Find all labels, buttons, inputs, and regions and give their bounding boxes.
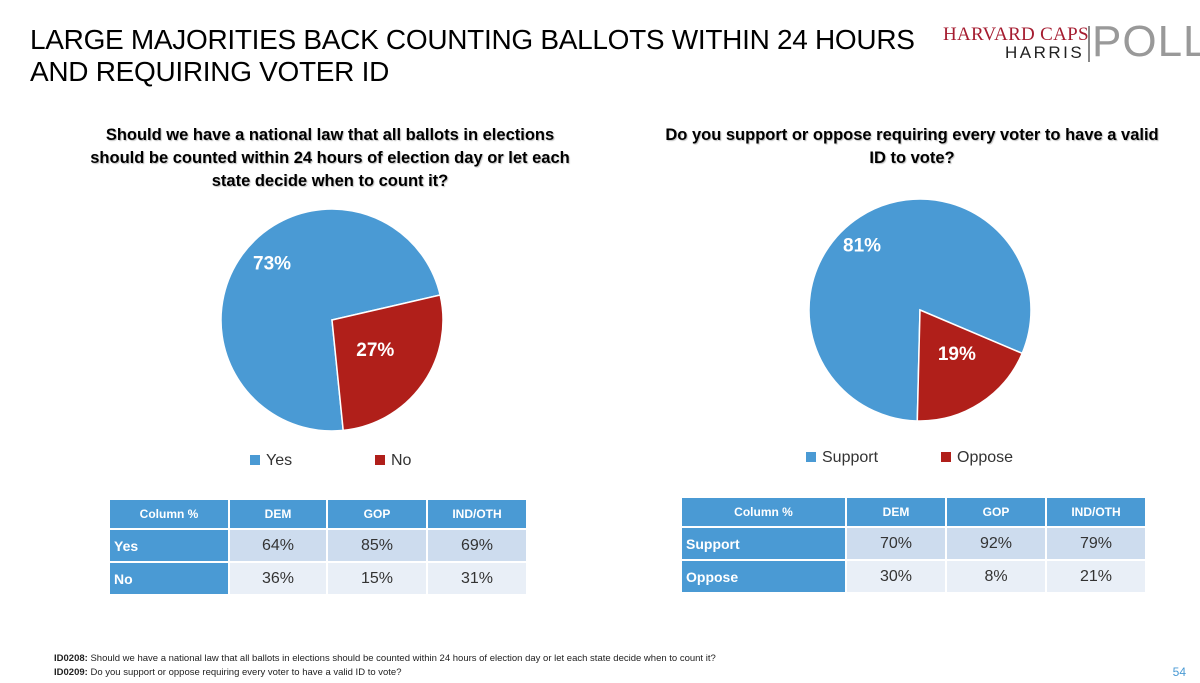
chart-2-data-label-0: 81% bbox=[843, 236, 881, 257]
chart-1-legend-swatch-1 bbox=[375, 454, 385, 465]
chart-2-legend-label-0: Support bbox=[822, 449, 879, 466]
table-header-cell: DEM bbox=[845, 496, 947, 528]
table-header-row: Column % DEM GOP IND/OTH bbox=[680, 496, 1147, 528]
chart-2-title: Do you support or oppose requiring every… bbox=[665, 126, 1159, 167]
table-header-cell: DEM bbox=[228, 498, 328, 530]
chart-1-title: Should we have a national law that all b… bbox=[90, 126, 570, 190]
table-header-cell: Column % bbox=[680, 496, 847, 528]
footnote-2: ID0209: Do you support or oppose requiri… bbox=[54, 667, 402, 678]
table-cell: 64% bbox=[228, 528, 328, 563]
table-row: No 36% 15% 31% bbox=[108, 561, 528, 596]
chart-1-crosstab-table: Column % DEM GOP IND/OTH Yes 64% 85% 69%… bbox=[108, 498, 528, 596]
logo-line-2: HARRIS bbox=[1005, 43, 1085, 62]
harvard-caps-harris-poll-logo: HARVARD CAPS HARRIS POLL bbox=[943, 20, 1200, 64]
table-cell: 69% bbox=[426, 528, 528, 563]
chart-2-legend: Support Oppose bbox=[806, 449, 1046, 469]
table-row: Support 70% 92% 79% bbox=[680, 526, 1147, 561]
chart-1-data-label-1: 27% bbox=[356, 340, 394, 361]
chart-1-legend-swatch-0 bbox=[250, 454, 260, 465]
table-row-label: No bbox=[108, 561, 230, 596]
table-cell: 15% bbox=[326, 561, 428, 596]
chart-1-data-label-0: 73% bbox=[253, 254, 291, 275]
page-number: 54 bbox=[1172, 665, 1186, 679]
footnote-1-text: Should we have a national law that all b… bbox=[90, 653, 716, 664]
table-header-cell: GOP bbox=[326, 498, 428, 530]
table-row: Yes 64% 85% 69% bbox=[108, 528, 528, 563]
chart-1-slice-yes bbox=[220, 208, 442, 432]
table-row: Oppose 30% 8% 21% bbox=[680, 559, 1147, 594]
chart-2-legend-item-1: Oppose bbox=[941, 449, 1013, 467]
table-header-cell: Column % bbox=[108, 498, 230, 530]
table-cell: 70% bbox=[845, 526, 947, 561]
logo-divider bbox=[1088, 26, 1090, 62]
chart-2-legend-swatch-1 bbox=[941, 451, 951, 462]
footnote-1-id: ID0208: bbox=[54, 653, 88, 664]
table-row-label: Yes bbox=[108, 528, 230, 563]
chart-1-legend-item-0: Yes bbox=[250, 452, 292, 470]
table-header-row: Column % DEM GOP IND/OTH bbox=[108, 498, 528, 530]
chart-2-pie: 81% 19% bbox=[808, 198, 1032, 422]
footnote-2-text: Do you support or oppose requiring every… bbox=[90, 667, 402, 678]
footnote-2-id: ID0209: bbox=[54, 667, 88, 678]
table-cell: 31% bbox=[426, 561, 528, 596]
table-header-cell: IND/OTH bbox=[426, 498, 528, 530]
slide-title: LARGE MAJORITIES BACK COUNTING BALLOTS W… bbox=[30, 24, 915, 87]
chart-1-legend-label-0: Yes bbox=[266, 452, 293, 469]
table-cell: 30% bbox=[845, 559, 947, 594]
chart-2-data-label-1: 19% bbox=[938, 344, 976, 365]
chart-1-legend: Yes No bbox=[250, 452, 450, 472]
table-header-cell: GOP bbox=[945, 496, 1047, 528]
chart-2-slice-oppose bbox=[916, 308, 1024, 422]
chart-1-slice-no bbox=[331, 294, 444, 432]
logo-line-3: POLL bbox=[1092, 17, 1200, 66]
table-cell: 8% bbox=[945, 559, 1047, 594]
footnote-1: ID0208: Should we have a national law th… bbox=[54, 653, 716, 664]
chart-2-legend-item-0: Support bbox=[806, 449, 878, 467]
table-cell: 79% bbox=[1045, 526, 1147, 561]
chart-2-crosstab-table: Column % DEM GOP IND/OTH Support 70% 92%… bbox=[680, 496, 1147, 594]
chart-2-legend-label-1: Oppose bbox=[957, 449, 1014, 466]
table-cell: 85% bbox=[326, 528, 428, 563]
table-header-cell: IND/OTH bbox=[1045, 496, 1147, 528]
table-row-label: Oppose bbox=[680, 559, 847, 594]
table-cell: 21% bbox=[1045, 559, 1147, 594]
table-row-label: Support bbox=[680, 526, 847, 561]
chart-2-legend-swatch-0 bbox=[806, 451, 816, 462]
chart-1-legend-item-1: No bbox=[375, 452, 411, 470]
chart-1-pie: 73% 27% bbox=[220, 208, 444, 432]
chart-1-legend-label-1: No bbox=[391, 452, 412, 469]
table-cell: 36% bbox=[228, 561, 328, 596]
table-cell: 92% bbox=[945, 526, 1047, 561]
logo-line-1: HARVARD CAPS bbox=[943, 24, 1089, 45]
